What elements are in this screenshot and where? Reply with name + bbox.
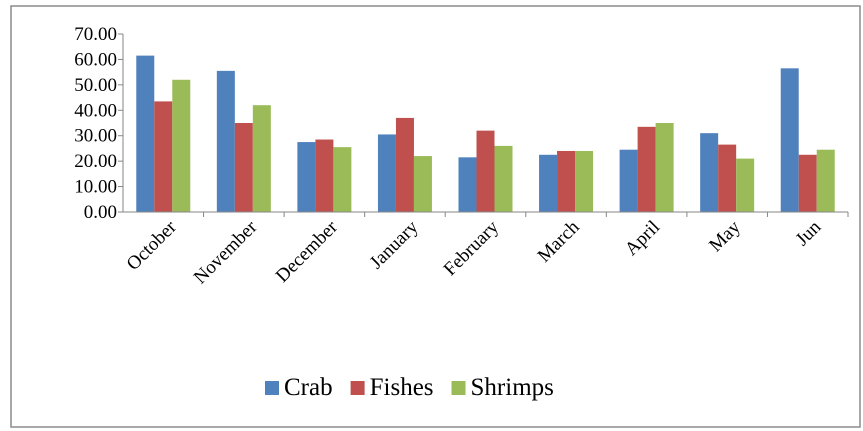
bar-crab-january [377, 134, 396, 212]
legend-label-fishes: Fishes [370, 374, 434, 401]
bar-fishes-may [718, 144, 737, 212]
y-tick-label: 50.00 [74, 75, 117, 96]
bar-shrimps-may [736, 158, 755, 212]
bar-crab-april [619, 149, 638, 212]
bar-crab-march [539, 154, 558, 212]
bar-fishes-jun [798, 154, 817, 212]
bar-fishes-january [395, 117, 414, 212]
legend-swatch-fishes [350, 381, 365, 395]
y-tick-label: 70.00 [74, 24, 117, 45]
bar-crab-october [136, 55, 155, 212]
y-tick-label: 60.00 [74, 49, 117, 70]
bar-shrimps-january [413, 156, 432, 212]
legend-swatch-shrimps [451, 381, 466, 395]
bar-fishes-october [154, 101, 173, 212]
bar-crab-december [297, 142, 316, 212]
bar-shrimps-december [333, 147, 352, 212]
legend-label-shrimps: Shrimps [471, 374, 554, 401]
bar-crab-may [700, 133, 719, 212]
bar-fishes-march [557, 150, 576, 212]
legend-swatch-crab [265, 381, 279, 395]
y-tick-label: 10.00 [74, 177, 117, 198]
y-tick-label: 30.00 [74, 126, 117, 147]
bars [136, 55, 835, 213]
y-tick-label: 20.00 [74, 151, 117, 172]
bar-shrimps-february [494, 145, 513, 212]
bar-shrimps-march [575, 150, 594, 212]
legend: Crab Fishes Shrimps [265, 374, 554, 401]
bar-crab-jun [780, 68, 799, 212]
bar-fishes-april [637, 126, 656, 212]
bar-shrimps-jun [816, 149, 835, 212]
y-axis: 0.00 10.00 20.00 30.00 40.00 50.00 60.00 70.00 [74, 24, 124, 223]
bar-crab-february [458, 157, 477, 212]
bar-shrimps-october [172, 79, 191, 213]
bar-shrimps-april [655, 123, 674, 212]
y-tick-label: 40.00 [74, 100, 117, 121]
bar-fishes-november [234, 123, 253, 212]
bar-crab-november [216, 70, 235, 212]
bar-shrimps-november [252, 105, 271, 212]
bar-fishes-february [476, 130, 495, 212]
bar-fishes-december [315, 139, 334, 212]
y-tick-label: 0.00 [84, 202, 117, 223]
legend-label-crab: Crab [284, 374, 333, 401]
